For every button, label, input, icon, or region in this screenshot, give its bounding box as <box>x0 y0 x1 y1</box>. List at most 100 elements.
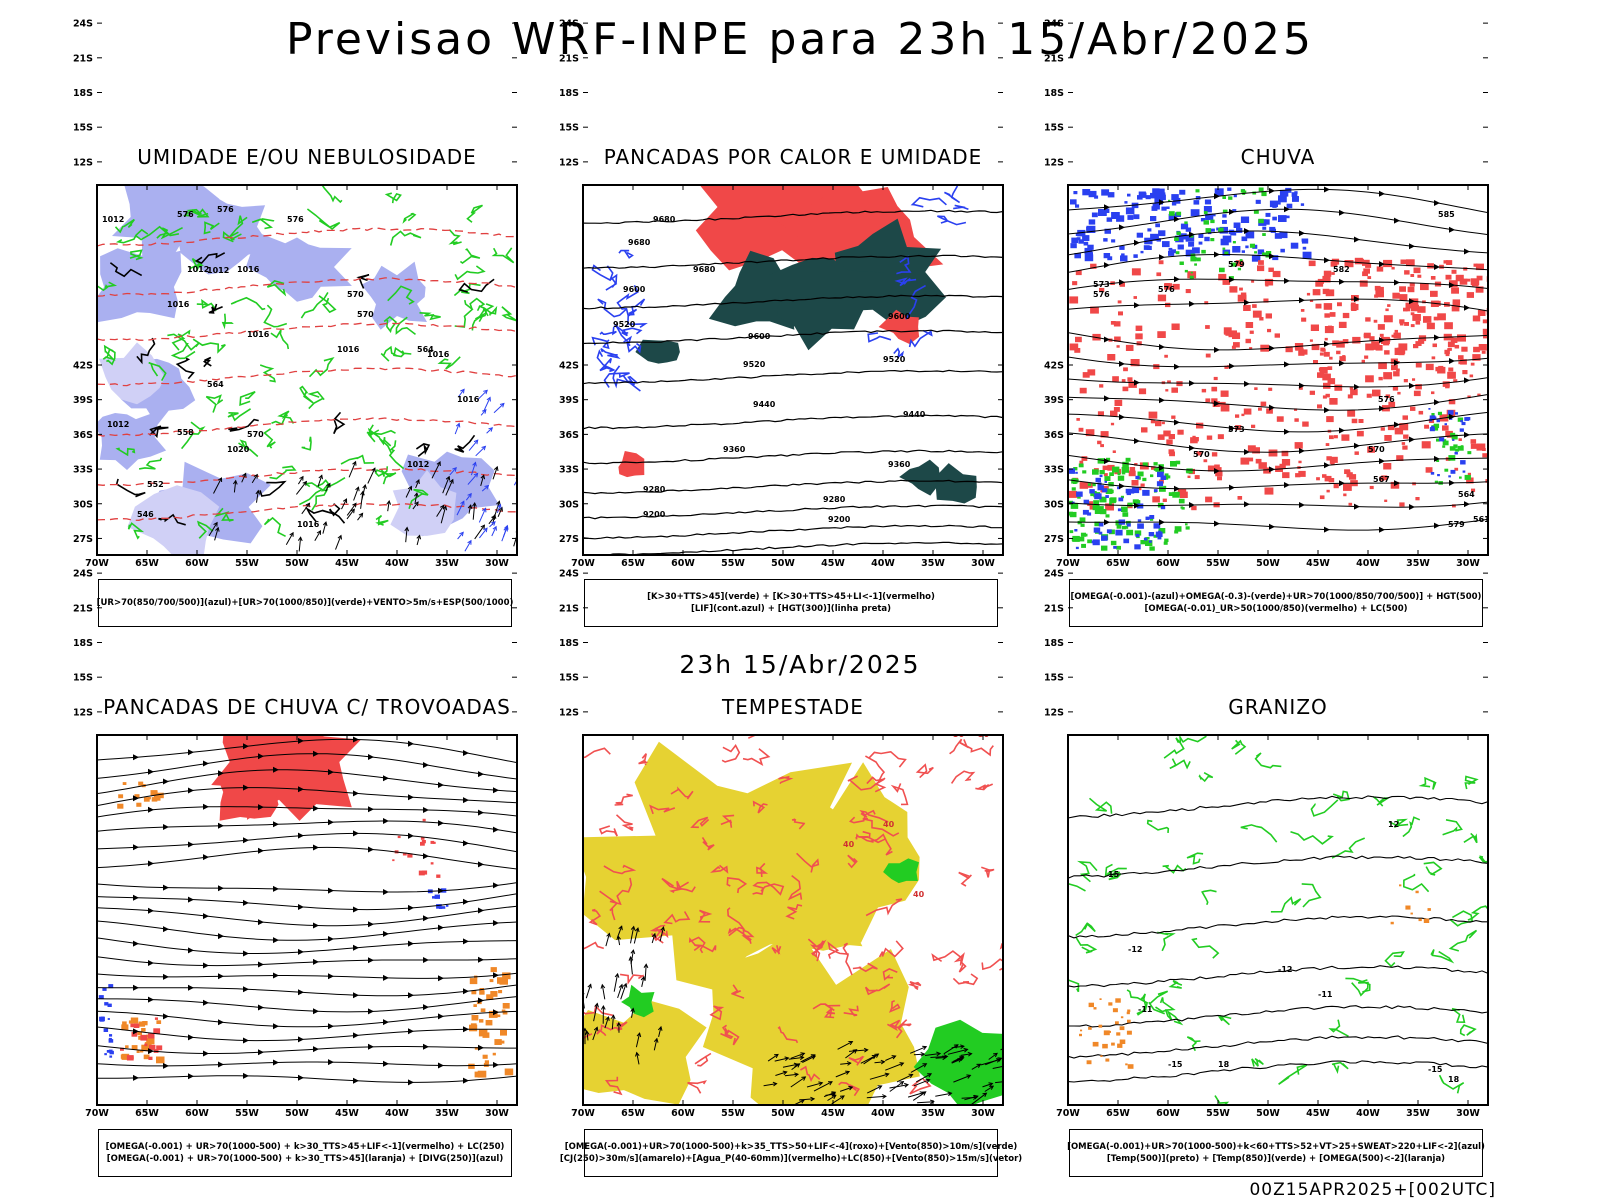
speckle-mark <box>1179 261 1184 265</box>
speckle-mark <box>1072 281 1078 286</box>
speckle-mark <box>1467 395 1471 399</box>
contour-label: 1016 <box>297 520 320 529</box>
precipitable-water-contour <box>843 1005 859 1017</box>
speckle-mark <box>1148 540 1152 543</box>
wind-vector <box>885 1055 896 1061</box>
speckle-mark <box>1219 267 1225 273</box>
speckle-mark <box>1306 292 1311 296</box>
streamline <box>97 753 517 780</box>
streamline-arrow <box>148 960 154 966</box>
speckle-mark <box>1317 404 1322 409</box>
wind-vector <box>341 498 347 510</box>
streamline-arrow <box>1449 226 1455 233</box>
wind-vector-head <box>404 526 410 532</box>
political-boundary <box>1308 98 1353 150</box>
map-frame <box>1067 734 1489 1106</box>
streamline-arrow <box>148 768 154 775</box>
speckle-mark <box>1224 251 1229 255</box>
streamline-arrow <box>218 1019 224 1026</box>
speckle-mark <box>501 1009 506 1013</box>
contour-label: 582 <box>1333 265 1350 274</box>
streamline-arrow <box>258 753 264 760</box>
speckle-mark <box>1127 377 1133 382</box>
lon-tick-label: 65W <box>621 1108 645 1119</box>
streamline-arrow <box>1189 300 1195 307</box>
speckle-mark <box>1351 418 1358 424</box>
precipitable-water-contour <box>864 983 891 996</box>
speckle-mark <box>1373 346 1377 350</box>
wind-vector-head <box>289 531 294 537</box>
speckle-mark <box>1410 406 1416 411</box>
speckle-mark <box>1277 202 1281 205</box>
map-frame <box>582 184 1004 556</box>
wind-vector-head <box>299 475 304 481</box>
speckle-mark <box>1071 237 1079 244</box>
lat-tick-label: 42S <box>73 361 93 372</box>
speckle-mark <box>1113 407 1120 412</box>
precipitable-water-contour <box>661 877 683 894</box>
speckle-mark <box>1216 227 1220 231</box>
speckle-mark <box>1466 278 1471 282</box>
humidity-low-contour <box>97 281 118 292</box>
streamline-arrow <box>1394 480 1400 487</box>
streamline-arrow <box>1134 502 1140 509</box>
speckle-mark <box>1447 410 1454 415</box>
wind-vector-head <box>908 1073 914 1078</box>
speckle-mark <box>1415 384 1422 390</box>
wind-vector <box>630 956 633 975</box>
speckle-mark <box>482 1032 490 1038</box>
speckle-mark <box>1099 470 1105 475</box>
speckle-mark <box>1232 241 1236 244</box>
lat-tick-label: 36S <box>73 430 93 441</box>
speckle-mark <box>1329 398 1338 405</box>
wind-vector-head <box>492 525 497 531</box>
speckle-mark <box>1207 465 1216 472</box>
speckle-mark <box>1185 523 1188 526</box>
speckle-mark <box>1459 278 1468 285</box>
speckle-mark <box>1298 386 1303 390</box>
streamline-arrow <box>1159 464 1165 471</box>
panel-title: GRANIZO <box>1228 695 1328 719</box>
lat-tick-label: 24S <box>1044 19 1064 30</box>
speckle-mark <box>1237 267 1241 271</box>
streamline-arrow <box>1354 236 1360 243</box>
main-title: Previsao WRF-INPE para 23h 15/Abr/2025 <box>285 14 1314 65</box>
lat-tick-label: 42S <box>559 361 579 372</box>
streamline-arrow <box>188 984 194 991</box>
speckle-mark <box>141 1028 146 1032</box>
wind-vector-head <box>877 1085 883 1090</box>
streamline <box>97 996 517 1013</box>
wind-vector-head <box>416 534 422 540</box>
streamline-arrow <box>1159 344 1165 350</box>
speckle-mark <box>1231 345 1236 349</box>
contour-label: 561 <box>1473 515 1490 524</box>
temperature-850-contour <box>1301 883 1322 908</box>
speckle-mark <box>1068 468 1075 474</box>
precipitable-water-contour <box>609 877 633 906</box>
streamline-arrow <box>188 841 194 848</box>
lifted-index-contour <box>600 348 621 359</box>
speckle-mark <box>1350 302 1356 307</box>
speckle-mark <box>1260 401 1267 407</box>
speckle-mark <box>108 1039 114 1043</box>
speckle-mark <box>1325 289 1335 297</box>
height-contour <box>583 524 1003 540</box>
contour-label: 40 <box>913 890 925 899</box>
wind-vector-head <box>884 1072 890 1078</box>
speckle-mark <box>1139 192 1147 198</box>
speckle-mark <box>1436 438 1440 442</box>
speckle-mark <box>1243 408 1252 415</box>
streamline-arrow <box>313 805 319 812</box>
speckle-mark <box>1233 342 1240 348</box>
streamline-arrow <box>1464 431 1470 438</box>
wind-vector <box>468 439 479 451</box>
precipitable-water-contour <box>878 940 904 958</box>
lifted-index-contour <box>621 327 643 337</box>
speckle-mark <box>1409 298 1419 306</box>
speckle-mark <box>150 790 158 796</box>
speckle-mark <box>1156 238 1161 242</box>
speckle-mark <box>1262 226 1267 230</box>
humidity-low-contour <box>251 218 275 230</box>
streamline <box>97 905 517 927</box>
wind-vector-head <box>449 478 454 484</box>
